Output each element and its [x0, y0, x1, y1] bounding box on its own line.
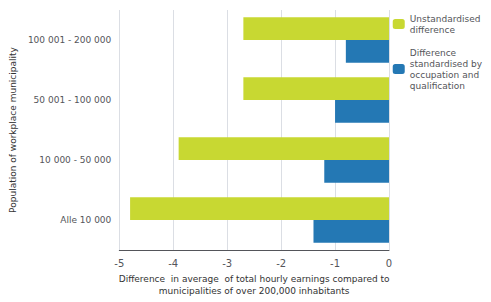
svg-text:-2: -2 — [276, 258, 286, 269]
svg-text:qualification: qualification — [410, 81, 465, 91]
svg-text:Difference in average of tot: Difference in average of total hourly ea… — [119, 274, 390, 284]
svg-text:-5: -5 — [114, 258, 124, 269]
svg-text:municipalities of over 200,000: municipalities of over 200,000 inhabitan… — [159, 286, 350, 296]
svg-text:Population of workplace munici: Population of workplace municipality — [8, 46, 18, 212]
svg-text:Unstandardised: Unstandardised — [410, 14, 481, 24]
svg-text:-3: -3 — [222, 258, 232, 269]
svg-text:0: 0 — [386, 258, 392, 269]
svg-text:difference: difference — [410, 25, 456, 35]
svg-text:10 000 - 50 000: 10 000 - 50 000 — [39, 155, 111, 165]
svg-text:occupation and: occupation and — [410, 70, 479, 80]
svg-text:Alle 10 000: Alle 10 000 — [60, 215, 111, 225]
svg-text:Difference: Difference — [410, 48, 457, 58]
svg-text:-4: -4 — [168, 258, 178, 269]
svg-text:100 001 - 200 000: 100 001 - 200 000 — [28, 35, 112, 45]
svg-text:standardised by: standardised by — [410, 59, 483, 69]
svg-text:-1: -1 — [330, 258, 340, 269]
svg-text:50 001 - 100 000: 50 001 - 100 000 — [34, 95, 112, 105]
